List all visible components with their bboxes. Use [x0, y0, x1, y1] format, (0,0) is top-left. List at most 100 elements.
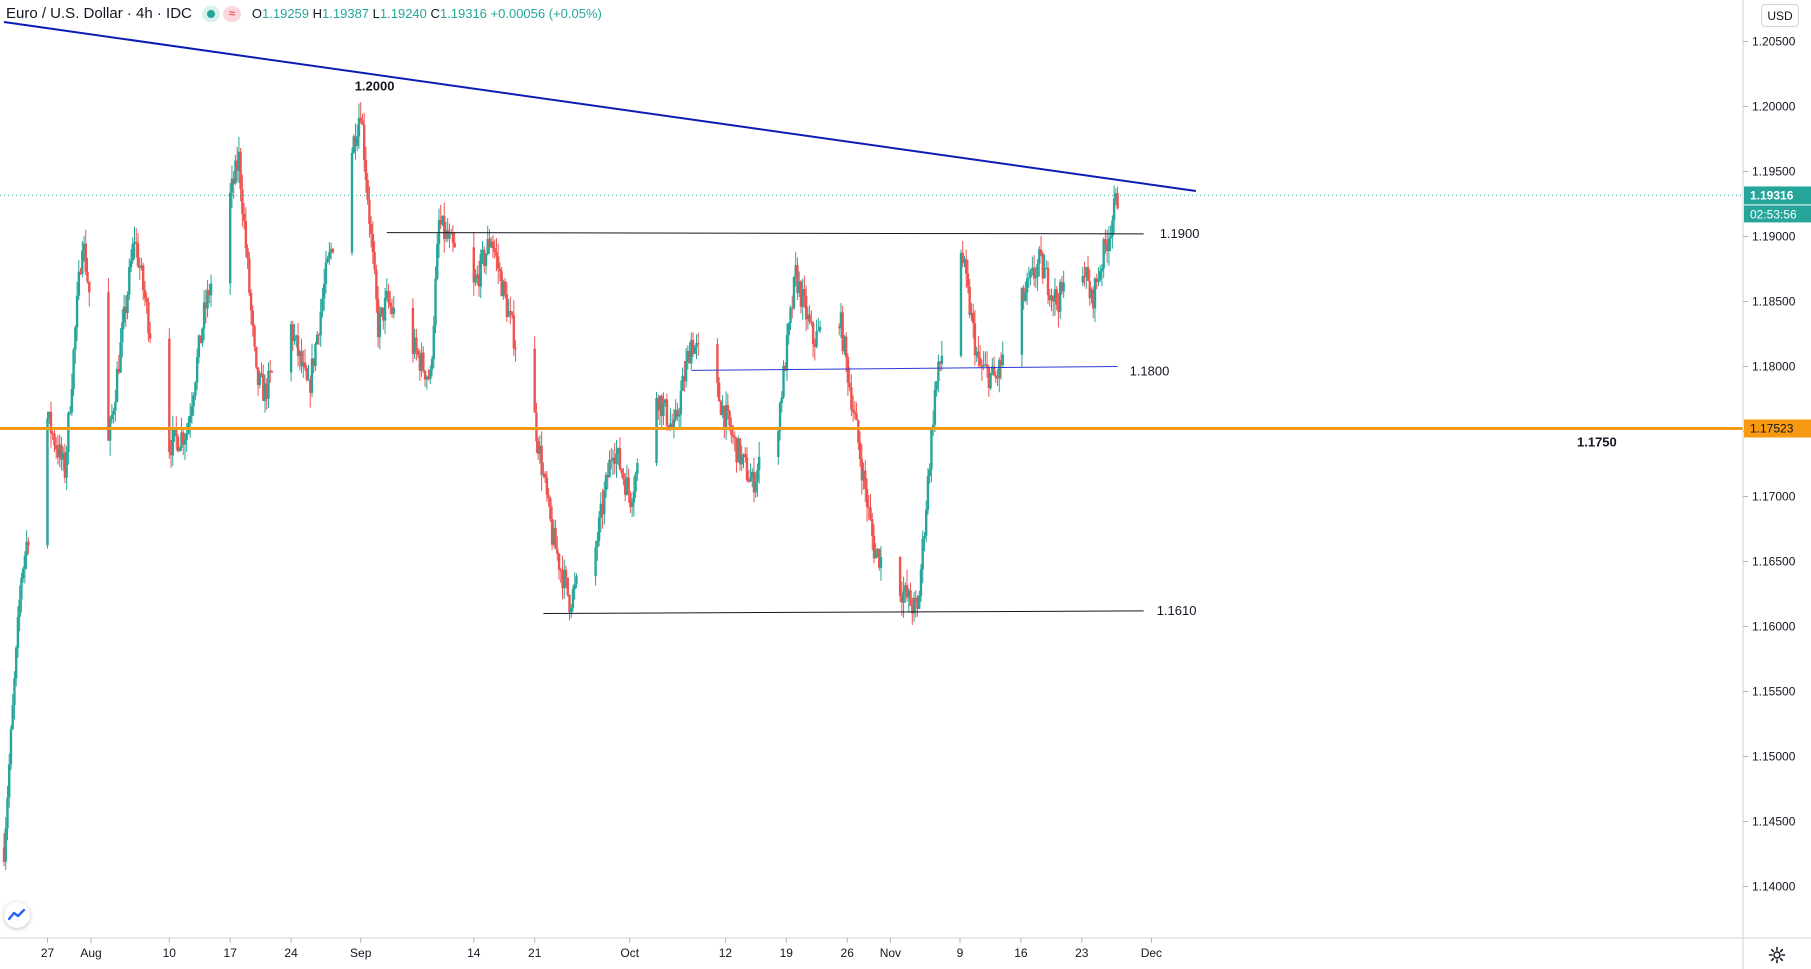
candle-body: [136, 243, 140, 266]
time-tick-label: 10: [163, 946, 177, 960]
candle-body: [1048, 295, 1051, 301]
candle-body: [728, 410, 731, 426]
candle-body: [307, 379, 310, 381]
candle-body: [545, 477, 549, 495]
candle-body: [484, 254, 488, 266]
candle-body: [474, 278, 477, 283]
candle-body: [982, 365, 985, 367]
candle-body: [316, 334, 319, 345]
candle-body: [249, 292, 253, 311]
symbol-title[interactable]: Euro / U.S. Dollar · 4h · IDC: [6, 5, 192, 22]
candle-body: [984, 364, 987, 366]
candle-body: [176, 436, 180, 452]
candle-body: [427, 376, 430, 380]
candle-body: [190, 406, 194, 416]
time-tick-label: Dec: [1141, 946, 1162, 960]
candle-body: [56, 449, 60, 458]
candle-body: [681, 375, 684, 392]
candle-body: [488, 238, 491, 248]
wave-icon[interactable]: ≈: [222, 5, 241, 22]
candle-body: [329, 248, 333, 253]
candle-body: [623, 479, 627, 495]
candle-body: [477, 274, 481, 287]
candle-body: [613, 457, 616, 464]
candle-body: [67, 412, 70, 452]
candle-body: [500, 271, 503, 297]
candle-body: [1057, 304, 1060, 312]
tradingview-logo-icon[interactable]: [4, 902, 30, 928]
candle-body: [1050, 295, 1053, 301]
candle-body: [21, 568, 25, 579]
candle-body: [796, 265, 799, 294]
candle-body: [617, 448, 620, 454]
candle-body: [239, 151, 242, 189]
candle-body: [441, 215, 444, 225]
candle-body: [443, 215, 446, 239]
candle-body: [505, 294, 509, 317]
candle-body: [392, 307, 395, 314]
candle-body: [808, 314, 811, 322]
currency-button[interactable]: USD: [1761, 4, 1799, 27]
candle-body: [636, 463, 639, 475]
candle-body: [439, 219, 442, 225]
candle-body: [479, 254, 482, 287]
candle-body: [999, 360, 1003, 366]
candle-body: [923, 535, 926, 539]
candle-body: [660, 395, 663, 417]
label-1.1800: 1.1800: [1130, 364, 1170, 379]
candle-body: [446, 230, 449, 239]
price-axis[interactable]: 1.20500 1.20000 1.19500 1.19000 1.18500 1.180…: [1743, 35, 1811, 894]
candle-body: [8, 764, 11, 798]
candle-body: [721, 405, 724, 415]
label-1.1900: 1.1900: [1160, 226, 1200, 241]
candle-body: [359, 117, 362, 121]
candle-body: [1052, 295, 1055, 302]
candle-body: [625, 477, 629, 495]
candle-body: [627, 477, 630, 493]
candle-body: [9, 729, 13, 765]
candle-body: [65, 451, 68, 478]
candle-body: [230, 178, 234, 193]
candle-body: [362, 124, 366, 161]
candle-body: [561, 569, 564, 589]
candle-body: [1038, 249, 1041, 264]
candle-body: [234, 160, 237, 184]
candle-body: [1046, 267, 1050, 296]
candle-body: [58, 444, 61, 458]
candle-body: [535, 412, 538, 442]
candle-body: [498, 268, 502, 272]
candle-body: [378, 313, 382, 338]
candle-body: [1109, 236, 1112, 239]
candle-body: [533, 348, 536, 413]
price-tick-label: 1.16000: [1752, 620, 1796, 634]
candle-body: [133, 241, 136, 244]
candle-body: [490, 241, 493, 248]
candle-body: [512, 315, 516, 349]
label-1.1750: 1.1750: [1577, 435, 1617, 450]
candle-body: [905, 585, 909, 598]
candle-body: [1043, 268, 1046, 279]
candle-body: [719, 401, 723, 415]
candle-body: [514, 348, 517, 350]
candle-body: [596, 540, 599, 548]
candle-body: [119, 342, 122, 373]
candle-body: [662, 402, 665, 417]
time-axis[interactable]: 27 Aug 10 17 24 Sep 14 21 Oct 12 19 26 Nov 9 16 23 Dec: [41, 938, 1162, 960]
drawing-labels: 1.1900 1.1800 1.1750 1.1610 1.2000: [355, 79, 1617, 618]
candle-body: [255, 346, 258, 368]
candle-body: [961, 252, 964, 264]
candle-body: [937, 361, 940, 382]
candle-body: [557, 553, 561, 570]
candle-body: [387, 291, 390, 303]
gear-icon[interactable]: [1766, 944, 1788, 966]
market-open-icon[interactable]: [201, 5, 220, 22]
candle-body: [599, 503, 603, 518]
candle-body: [1034, 276, 1038, 279]
candle-body: [1036, 263, 1039, 277]
candle-body: [726, 405, 730, 411]
candle-body: [629, 492, 632, 507]
candle-body: [25, 541, 28, 556]
candle-body: [869, 507, 872, 520]
candle-body: [129, 260, 133, 268]
